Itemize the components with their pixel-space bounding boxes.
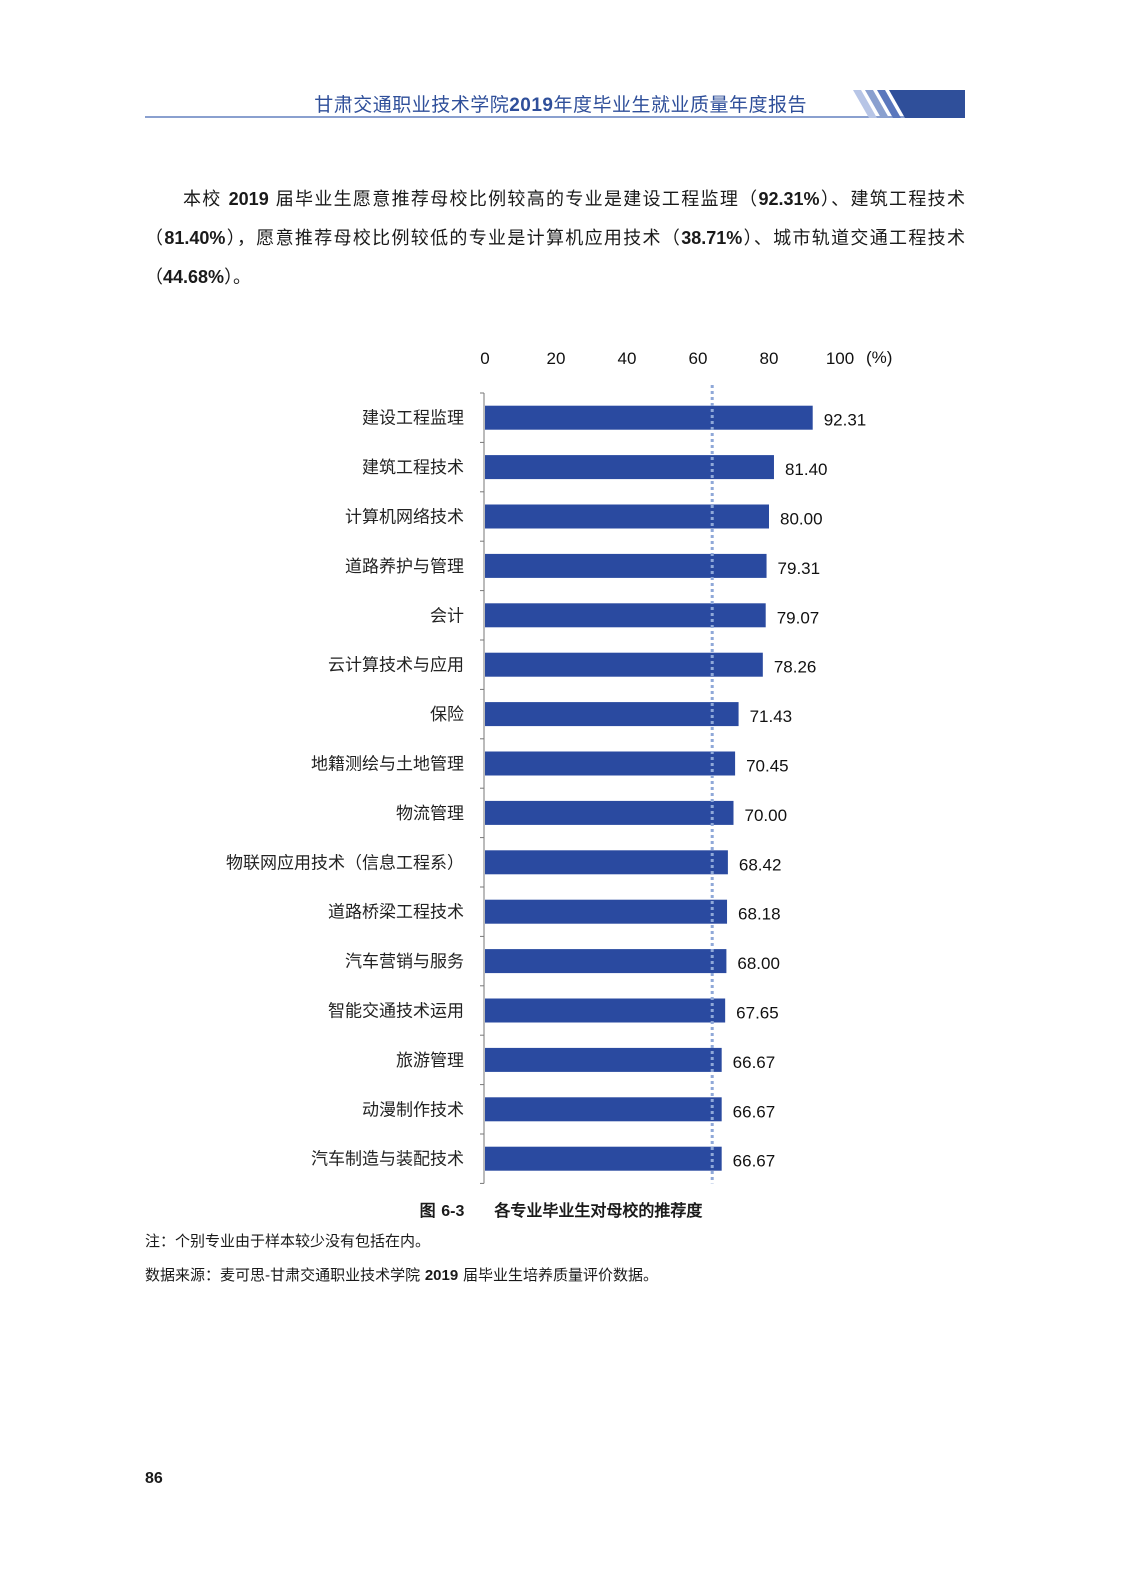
category-label: 汽车营销与服务 — [345, 952, 464, 972]
value-label: 66.67 — [733, 1102, 776, 1121]
bar — [485, 603, 766, 628]
figure-caption: 图 6-3 各专业毕业生对母校的推荐度 — [0, 1197, 1122, 1221]
bar-chart: 0 20 40 60 80 100 (%) 建设工程监理 92.31 建筑工程技术 81.40 计算机… — [0, 330, 1122, 1190]
category-label: 智能交通技术运用 — [328, 1002, 464, 1022]
bar — [485, 998, 726, 1023]
category-label: 物流管理 — [396, 804, 464, 824]
bar — [485, 751, 736, 776]
value-label: 78.26 — [774, 658, 817, 677]
category-label: 建设工程监理 — [362, 409, 464, 429]
header-title: 甘肃交通职业技术学院2019年度毕业生就业质量年度报告 — [314, 94, 807, 116]
bar — [485, 949, 727, 974]
bar — [485, 702, 739, 727]
x-axis-unit: (%) — [866, 348, 892, 367]
value-label: 70.00 — [745, 806, 788, 825]
value-label: 68.42 — [739, 855, 782, 874]
value-label: 79.31 — [778, 559, 821, 578]
value-label: 67.65 — [736, 1004, 779, 1023]
value-label: 66.67 — [733, 1053, 776, 1072]
bar — [485, 1047, 722, 1072]
value-label: 70.45 — [746, 757, 789, 776]
bar — [485, 652, 763, 677]
bar-chart-svg: 0 20 40 60 80 100 (%) 建设工程监理 92.31 建筑工程技术 81.40 计算机… — [226, 348, 892, 1184]
x-tick-label: 20 — [547, 349, 566, 368]
value-label: 66.67 — [733, 1152, 776, 1171]
category-label: 道路养护与管理 — [345, 557, 464, 577]
bar — [485, 899, 728, 924]
x-tick-label: 0 — [480, 349, 489, 368]
bar — [485, 800, 734, 825]
figure-number: 6-3 — [441, 1203, 465, 1220]
page-number: 86 — [145, 1470, 163, 1487]
data-source-text: 数据来源：麦可思-甘肃交通职业技术学院 2019 届毕业生培养质量评价数据。 — [145, 1266, 658, 1284]
bar — [485, 1146, 722, 1171]
x-tick-label: 40 — [618, 349, 637, 368]
category-label: 建筑工程技术 — [362, 458, 464, 478]
x-tick-label: 60 — [689, 349, 708, 368]
value-label: 81.40 — [785, 460, 828, 479]
value-label: 92.31 — [824, 411, 867, 430]
figure-prefix: 图 — [419, 1201, 442, 1220]
category-label: 地籍测绘与土地管理 — [311, 755, 464, 775]
x-tick-label: 100 — [826, 349, 854, 368]
category-label: 云计算技术与应用 — [328, 656, 464, 676]
value-label: 79.07 — [777, 608, 820, 627]
figure-title: 各专业毕业生对母校的推荐度 — [494, 1201, 703, 1220]
category-label: 保险 — [430, 705, 464, 725]
x-tick-label: 80 — [760, 349, 779, 368]
category-label: 道路桥梁工程技术 — [328, 903, 464, 923]
category-label: 物联网应用技术（信息工程系） — [226, 853, 464, 873]
category-label: 汽车制造与装配技术 — [311, 1150, 464, 1170]
category-label: 动漫制作技术 — [362, 1100, 464, 1120]
bar — [485, 405, 813, 430]
bar — [485, 553, 767, 578]
bar — [485, 504, 769, 529]
value-label: 80.00 — [780, 510, 823, 529]
note-text: 注：个别专业由于样本较少没有包括在内。 — [145, 1232, 431, 1250]
category-label: 旅游管理 — [396, 1051, 464, 1071]
header-stripes-icon — [853, 90, 965, 118]
value-label: 68.18 — [738, 905, 781, 924]
body-paragraph: 本校 2019 届毕业生愿意推荐母校比例较高的专业是建设工程监理（92.31%）… — [145, 189, 965, 288]
value-label: 68.00 — [737, 954, 780, 973]
value-label: 71.43 — [750, 707, 793, 726]
bar — [485, 455, 774, 480]
bar — [485, 850, 728, 875]
page-header: 甘肃交通职业技术学院2019年度毕业生就业质量年度报告 — [145, 86, 965, 120]
category-label: 计算机网络技术 — [345, 508, 464, 528]
bar — [485, 1097, 722, 1122]
header-rule — [145, 116, 965, 118]
category-label: 会计 — [430, 606, 464, 626]
